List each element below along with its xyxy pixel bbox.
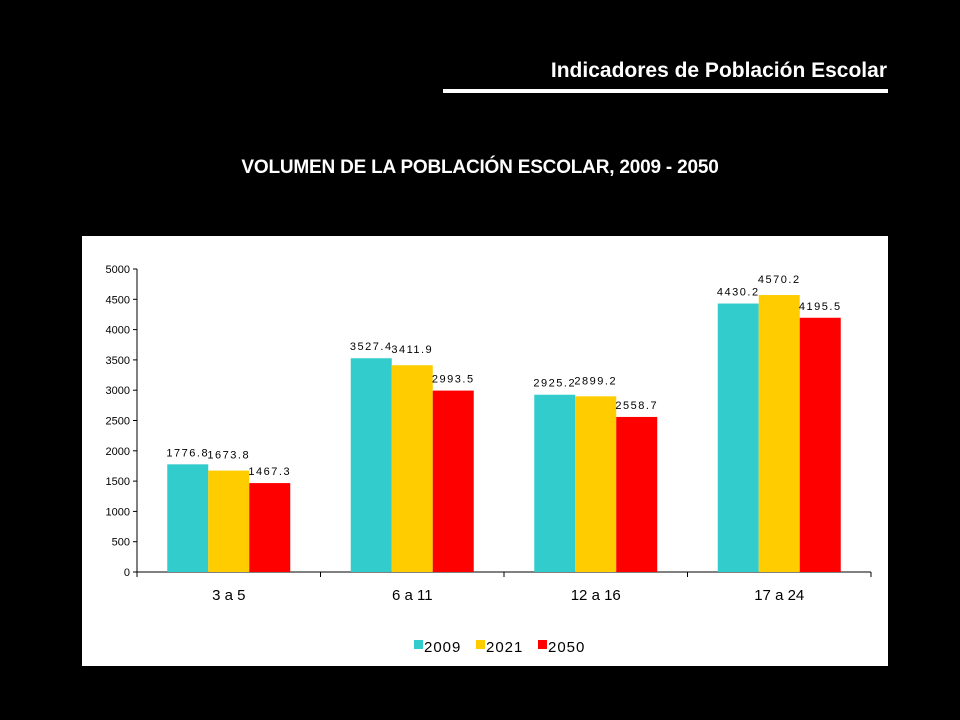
bar — [575, 396, 617, 572]
bar — [534, 394, 576, 572]
y-tick-label: 5000 — [106, 264, 130, 276]
header-divider — [443, 89, 888, 93]
chart-title: VOLUMEN DE LA POBLACIÓN ESCOLAR, 2009 - … — [241, 157, 719, 178]
bar — [616, 416, 658, 572]
bar — [758, 295, 800, 572]
y-tick-label: 1500 — [106, 476, 130, 488]
y-tick-label: 500 — [112, 537, 130, 549]
data-label: 2899.2 — [574, 375, 617, 387]
x-tick-label: 17 a 24 — [754, 587, 804, 604]
y-tick-label: 4500 — [106, 294, 130, 306]
legend-swatch — [476, 640, 485, 649]
bar — [350, 358, 392, 572]
x-tick-label: 6 a 11 — [392, 587, 433, 604]
data-label: 4570.2 — [758, 274, 801, 286]
bar — [249, 483, 291, 572]
bar — [799, 317, 841, 572]
data-label: 2558.7 — [615, 400, 658, 412]
legend-label: 2021 — [486, 639, 523, 656]
data-label: 1467.3 — [248, 466, 291, 478]
data-label: 2925.2 — [533, 378, 576, 390]
data-label: 1673.8 — [207, 450, 250, 462]
bar — [432, 390, 474, 572]
y-tick-label: 1000 — [106, 506, 130, 518]
y-tick-label: 2000 — [106, 446, 130, 458]
x-tick-label: 12 a 16 — [571, 587, 621, 604]
chart-panel: 0 500 1000 1500 2000 2500 3000 3500 4000 4500 5000… — [82, 236, 888, 666]
y-tick-label: 4000 — [106, 325, 130, 337]
data-label: 3411.9 — [391, 344, 433, 356]
y-tick-label: 3500 — [106, 355, 130, 367]
legend-swatch — [414, 640, 423, 649]
bar — [717, 303, 759, 572]
data-label: 4195.5 — [799, 301, 842, 313]
legend-label: 2050 — [548, 639, 585, 656]
bar — [391, 365, 433, 572]
x-tick-label: 3 a 5 — [212, 587, 245, 604]
bar — [167, 464, 209, 572]
legend-swatch — [538, 640, 547, 649]
legend-label: 2009 — [424, 639, 461, 656]
data-label: 4430.2 — [717, 287, 760, 299]
data-label: 1776.8 — [166, 447, 209, 459]
y-tick-label: 3000 — [106, 385, 130, 397]
data-label: 3527.4 — [350, 341, 393, 353]
y-tick-label: 2500 — [106, 416, 130, 428]
y-tick-label: 0 — [124, 567, 130, 579]
bar-chart: 0 500 1000 1500 2000 2500 3000 3500 4000 4500 5000… — [106, 264, 872, 656]
header-title: Indicadores de Población Escolar — [550, 59, 887, 82]
data-label: 2993.5 — [432, 374, 475, 386]
bar — [208, 470, 250, 572]
